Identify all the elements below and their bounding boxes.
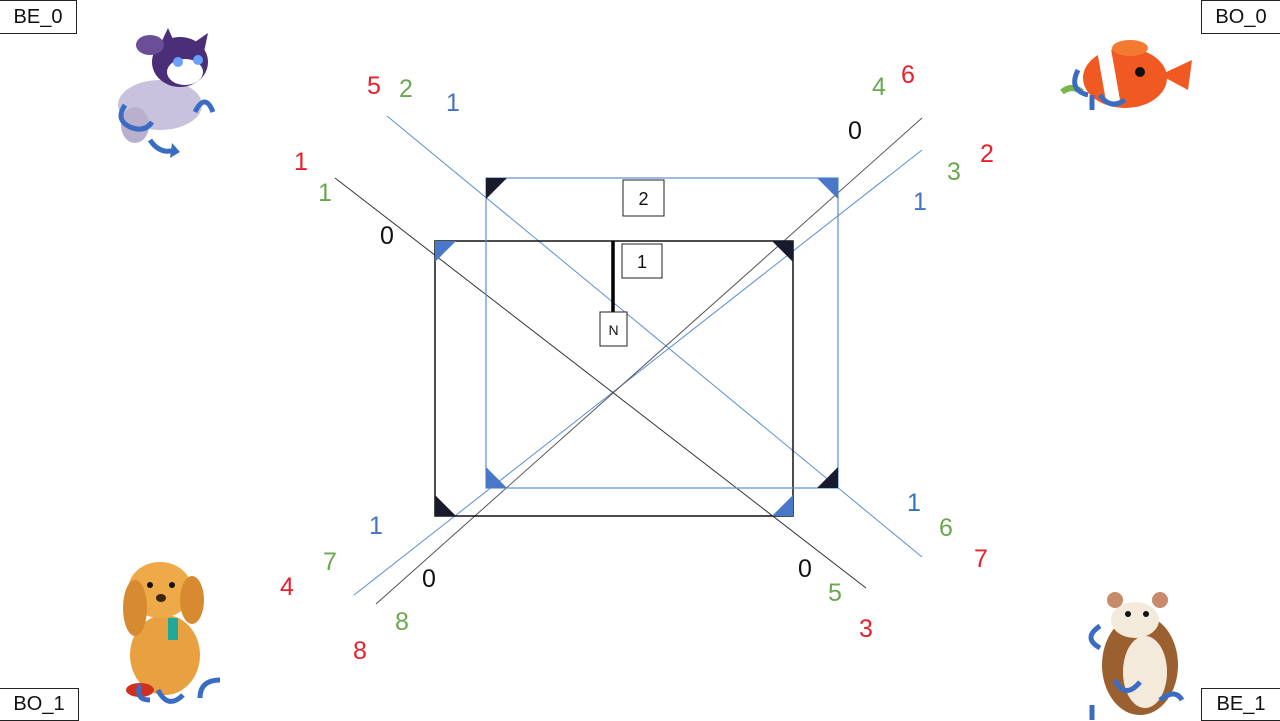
- north-box: [599, 311, 628, 347]
- clownfish-toy-icon: [1060, 40, 1192, 110]
- plush-dog-toy-icon: [123, 562, 221, 704]
- label-red: 4: [280, 573, 294, 601]
- label-red: 6: [901, 61, 915, 89]
- box-2-label: 2: [638, 189, 648, 209]
- label-blue: 1: [369, 512, 383, 540]
- corner-marker: [435, 495, 456, 516]
- label-red: 3: [859, 615, 873, 643]
- label-green: 1: [318, 179, 332, 207]
- corner-marker: [817, 467, 838, 488]
- corner-label-top-left: BE_0: [0, 0, 77, 34]
- diagonal-black-1: [334, 177, 867, 589]
- corner-label-bottom-left: BO_1: [0, 688, 79, 721]
- corner-marker: [486, 467, 507, 488]
- label-green: 7: [323, 548, 337, 576]
- label-black: 0: [422, 565, 436, 593]
- label-blue: 1: [907, 489, 921, 517]
- label-black: 0: [798, 555, 812, 583]
- diagonal-black-2: [375, 117, 923, 605]
- label-red: 8: [353, 637, 367, 665]
- box-2: [622, 179, 665, 217]
- corner-marker: [772, 241, 793, 262]
- label-green: 6: [939, 514, 953, 542]
- label-black: 0: [848, 117, 862, 145]
- plush-cat-toy-icon: [118, 28, 216, 158]
- label-green: 5: [828, 579, 842, 607]
- label-red: 7: [974, 545, 988, 573]
- label-green: 4: [872, 73, 886, 101]
- corner-marker: [486, 178, 507, 199]
- label-green: 3: [947, 158, 961, 186]
- label-red: 1: [294, 148, 308, 176]
- north-box-label: N: [608, 322, 618, 338]
- label-blue: 1: [446, 89, 460, 117]
- box-1-label: 1: [637, 252, 647, 272]
- rectangle-2: [485, 177, 839, 489]
- label-green: 8: [395, 608, 409, 636]
- label-green: 2: [399, 75, 413, 103]
- label-red: 2: [980, 140, 994, 168]
- hamster-toy-icon: [1088, 592, 1185, 720]
- corner-label-bottom-right: BE_1: [1201, 688, 1280, 721]
- corner-marker: [435, 241, 456, 262]
- label-black: 0: [380, 222, 394, 250]
- label-red: 5: [367, 72, 381, 100]
- label-blue: 1: [913, 188, 927, 216]
- diagonal-blue-2: [353, 149, 923, 596]
- corner-label-top-right: BO_0: [1201, 0, 1280, 34]
- corner-marker: [817, 178, 838, 199]
- box-1: [621, 243, 663, 279]
- corner-marker: [772, 495, 793, 516]
